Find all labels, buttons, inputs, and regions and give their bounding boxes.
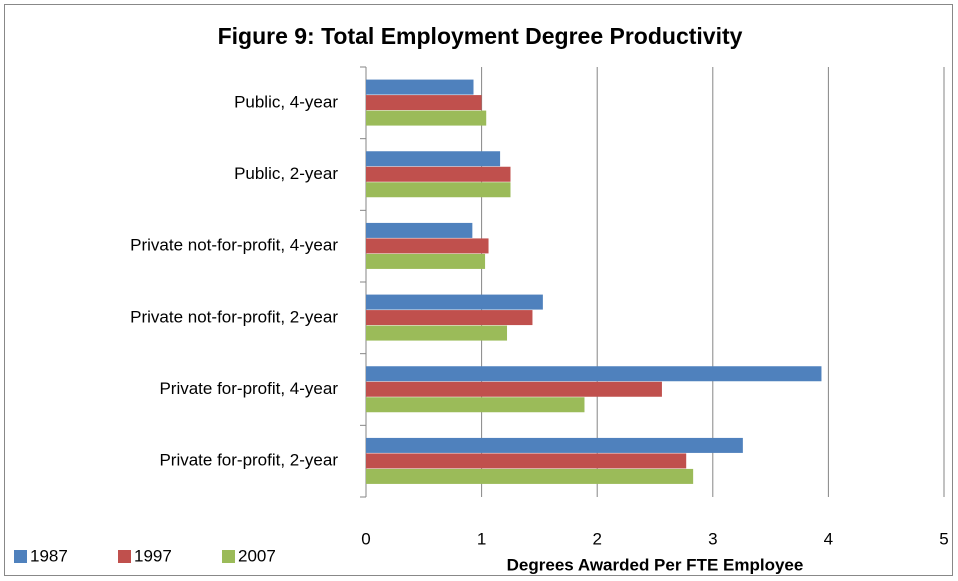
- bar: [366, 453, 687, 469]
- bar: [366, 166, 511, 182]
- y-tick-label: Private not-for-profit, 2-year: [130, 307, 338, 326]
- bar: [366, 325, 508, 341]
- chart-frame: [4, 4, 953, 576]
- bar: [366, 294, 543, 310]
- y-tick-label: Private for-profit, 2-year: [159, 451, 338, 470]
- bar: [366, 381, 662, 397]
- bar: [366, 222, 473, 238]
- bar: [366, 182, 511, 198]
- bar: [366, 437, 743, 453]
- x-tick-label: 2: [592, 529, 601, 548]
- legend-swatch: [222, 550, 235, 563]
- x-axis-title: Degrees Awarded Per FTE Employee: [507, 555, 804, 574]
- x-tick-label: 1: [477, 529, 486, 548]
- bar: [366, 110, 487, 126]
- bar: [366, 238, 489, 254]
- bar: [366, 397, 585, 413]
- bar: [366, 95, 482, 111]
- x-tick-label: 5: [939, 529, 948, 548]
- bar: [366, 366, 822, 382]
- bar: [366, 151, 501, 167]
- bar: [366, 468, 694, 484]
- y-tick-label: Public, 2-year: [234, 164, 338, 183]
- x-tick-label: 3: [708, 529, 717, 548]
- y-tick-label: Private for-profit, 4-year: [159, 379, 338, 398]
- y-tick-label: Public, 4-year: [234, 92, 338, 111]
- legend-swatch: [118, 550, 131, 563]
- x-tick-label: 0: [361, 529, 370, 548]
- legend-label: 2007: [238, 546, 276, 565]
- x-tick-label: 4: [824, 529, 833, 548]
- bar: [366, 253, 486, 269]
- bar: [366, 310, 533, 326]
- legend-label: 1997: [134, 546, 172, 565]
- legend-label: 1987: [30, 546, 68, 565]
- chart-title: Figure 9: Total Employment Degree Produc…: [218, 23, 743, 49]
- y-tick-label: Private not-for-profit, 4-year: [130, 236, 338, 255]
- bar: [366, 79, 474, 95]
- legend-swatch: [14, 550, 27, 563]
